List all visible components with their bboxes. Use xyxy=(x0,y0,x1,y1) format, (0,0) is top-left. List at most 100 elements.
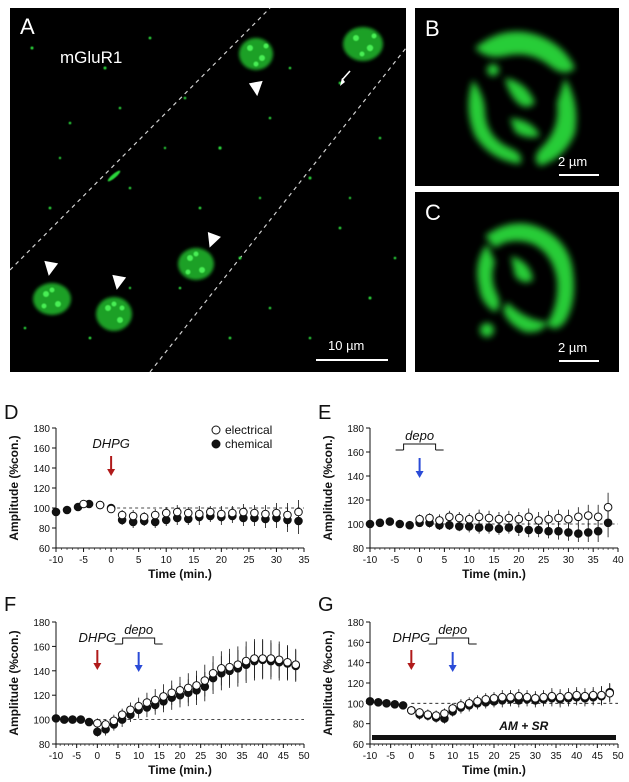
x-tick-label: 35 xyxy=(588,555,600,566)
x-axis-label: Time (min.) xyxy=(148,763,212,777)
chemical-point xyxy=(395,519,405,529)
y-tick-label: 60 xyxy=(39,544,51,555)
electrical-point xyxy=(217,664,226,673)
electrical-point xyxy=(481,694,491,704)
x-tick-label: 45 xyxy=(278,751,290,762)
electrical-point xyxy=(494,514,504,524)
marker-label: mGluR1 xyxy=(60,48,123,67)
annotation-depo: depo xyxy=(405,428,434,443)
x-tick-label: 5 xyxy=(442,555,448,566)
electrical-point xyxy=(161,508,171,518)
electrical-point xyxy=(208,668,218,678)
electrical-point xyxy=(583,511,593,520)
x-tick-label: 35 xyxy=(298,555,310,566)
electrical-point xyxy=(291,660,301,669)
y-tick-label: 100 xyxy=(33,716,50,727)
annotation-dhpg: DHPG xyxy=(92,436,130,451)
chemical-point xyxy=(390,700,400,709)
x-tick-label: 15 xyxy=(468,751,480,762)
electrical-point xyxy=(415,514,424,524)
x-tick-label: 25 xyxy=(243,555,255,566)
y-tick-label: 140 xyxy=(33,464,50,475)
electrical-point xyxy=(150,695,160,705)
electrical-point xyxy=(274,655,284,665)
depo-bracket xyxy=(122,637,156,644)
electrical-point xyxy=(504,513,514,523)
panel-label-f: F xyxy=(4,594,17,616)
scale-bar-a xyxy=(316,359,388,361)
chemical-point xyxy=(375,518,385,528)
y-tick-label: 80 xyxy=(39,740,51,751)
micrograph-c: C 2 µm xyxy=(415,192,619,372)
x-tick-label: 20 xyxy=(488,751,500,762)
electrical-point xyxy=(588,690,598,700)
electrical-point xyxy=(574,512,583,522)
electrical-point xyxy=(473,697,482,706)
electrical-point xyxy=(539,692,548,702)
y-axis-label: Amplitude (%con.) xyxy=(7,435,21,540)
electrical-point xyxy=(564,514,573,524)
chemical-point xyxy=(84,717,94,727)
scale-label-a: 10 µm xyxy=(328,338,365,353)
x-tick-label: 15 xyxy=(488,555,500,566)
electrical-point xyxy=(547,691,557,701)
annotation-arrow-head xyxy=(448,665,457,672)
y-tick-label: 100 xyxy=(347,699,364,710)
drug-bar-label: AM + SR xyxy=(498,719,548,733)
electrical-point xyxy=(597,690,606,700)
chemical-point xyxy=(474,523,484,532)
chemical-point xyxy=(365,697,375,706)
scale-label-c: 2 µm xyxy=(558,340,588,355)
x-tick-label: -10 xyxy=(363,751,378,762)
electrical-point xyxy=(167,688,177,698)
y-axis-label: Amplitude (%con.) xyxy=(321,630,335,735)
electrical-point xyxy=(266,654,276,663)
electrical-point xyxy=(572,690,581,700)
x-tick-label: 15 xyxy=(188,555,200,566)
electrical-point xyxy=(150,510,160,520)
chemical-point xyxy=(51,714,61,723)
x-axis-label: Time (min.) xyxy=(462,567,526,581)
x-tick-label: 20 xyxy=(513,555,525,566)
x-tick-label: 10 xyxy=(447,751,459,762)
annotation-arrow-head xyxy=(93,663,102,670)
electrical-point xyxy=(555,692,565,702)
annotation-depo: depo xyxy=(438,622,467,637)
electrical-point xyxy=(489,693,499,703)
y-tick-label: 120 xyxy=(347,496,364,507)
electrical-point xyxy=(445,512,454,522)
panel-label-g: G xyxy=(318,594,334,616)
electrical-point xyxy=(142,698,152,707)
electrical-point xyxy=(261,509,270,519)
annotation-arrow-head xyxy=(107,469,116,476)
y-tick-label: 120 xyxy=(33,691,50,702)
electrical-point xyxy=(484,513,494,523)
electrical-point xyxy=(101,720,110,729)
chemical-point xyxy=(62,505,72,515)
x-tick-label: 30 xyxy=(216,751,228,762)
x-tick-label: 15 xyxy=(154,751,166,762)
y-tick-label: 160 xyxy=(347,448,364,459)
chemical-point xyxy=(76,715,86,724)
x-tick-label: 30 xyxy=(563,555,575,566)
electrical-point xyxy=(506,692,515,702)
electrical-point xyxy=(250,508,259,518)
electrical-point xyxy=(431,711,441,720)
x-tick-label: 40 xyxy=(257,751,269,762)
x-tick-label: 20 xyxy=(174,751,186,762)
annotation-arrow-head xyxy=(134,665,143,672)
electrical-point xyxy=(79,499,88,509)
panel-label-c: C xyxy=(425,200,441,225)
y-tick-label: 100 xyxy=(347,520,364,531)
electrical-point xyxy=(239,507,248,517)
x-tick-label: 20 xyxy=(216,555,228,566)
x-tick-label: 0 xyxy=(409,751,415,762)
electrical-point xyxy=(454,513,464,523)
electrical-point xyxy=(192,681,201,690)
electrical-point xyxy=(514,691,524,701)
x-tick-label: -5 xyxy=(72,751,81,762)
electrical-point xyxy=(217,509,226,519)
x-tick-label: 25 xyxy=(509,751,521,762)
electrical-point xyxy=(200,676,210,685)
x-tick-label: -5 xyxy=(390,555,399,566)
